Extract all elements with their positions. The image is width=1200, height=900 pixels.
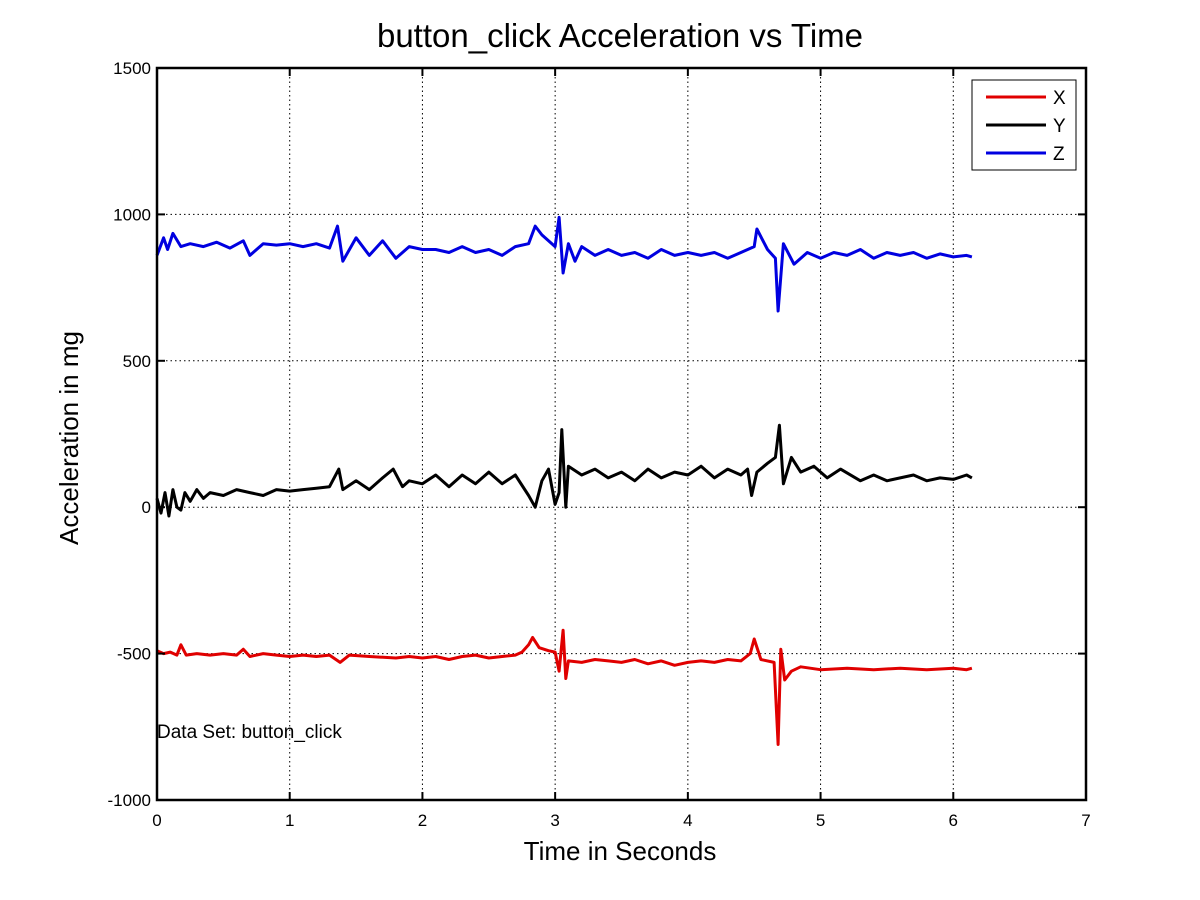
- x-tick-label: 5: [816, 811, 825, 830]
- x-tick-label: 2: [418, 811, 427, 830]
- y-tick-label: 0: [142, 498, 151, 517]
- legend: X Y Z: [971, 79, 1077, 171]
- x-tick-label: 7: [1081, 811, 1090, 830]
- legend-label-y: Y: [1053, 116, 1066, 137]
- y-tick-label: 500: [123, 352, 151, 371]
- x-axis-title: Time in Seconds: [524, 836, 717, 866]
- y-tick-label: -1000: [108, 791, 151, 810]
- ticks: 0 1 2 3 4 5 6 7 -1000 -500 0 500 1000 1500: [108, 59, 1091, 830]
- plot-area: [157, 68, 1086, 800]
- series-line-x: [156, 628, 973, 746]
- y-tick-label: 1500: [113, 59, 151, 78]
- chart-title: button_click Acceleration vs Time: [377, 17, 863, 54]
- legend-label-x: X: [1053, 88, 1066, 109]
- series-line-z: [155, 215, 973, 313]
- legend-label-z: Z: [1053, 144, 1065, 165]
- grid: [157, 68, 1086, 800]
- x-tick-label: 6: [949, 811, 958, 830]
- series-line-y: [155, 423, 973, 518]
- series-layer: [155, 215, 973, 746]
- y-tick-label: -500: [117, 645, 151, 664]
- x-tick-label: 3: [550, 811, 559, 830]
- y-tick-label: 1000: [113, 205, 151, 224]
- plot-frame: [155, 66, 1088, 802]
- dataset-annotation: Data Set: button_click: [157, 722, 342, 743]
- x-tick-label: 1: [285, 811, 294, 830]
- y-axis-title: Acceleration in mg: [54, 331, 84, 545]
- x-tick-label: 0: [152, 811, 161, 830]
- x-tick-label: 4: [683, 811, 692, 830]
